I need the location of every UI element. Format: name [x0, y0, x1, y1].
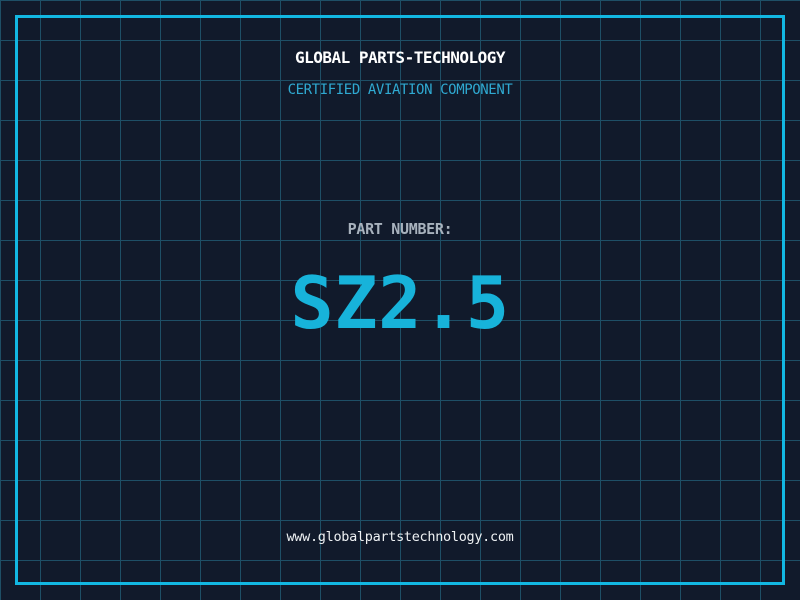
- brand-subtitle: CERTIFIED AVIATION COMPONENT: [287, 82, 513, 98]
- part-number-label: PART NUMBER:: [347, 220, 453, 238]
- brand-title: GLOBAL PARTS-TECHNOLOGY: [294, 48, 506, 67]
- website-url: www.globalpartstechnology.com: [286, 529, 514, 545]
- part-number-value: SZ2.5: [290, 261, 510, 345]
- border-frame: [15, 15, 785, 585]
